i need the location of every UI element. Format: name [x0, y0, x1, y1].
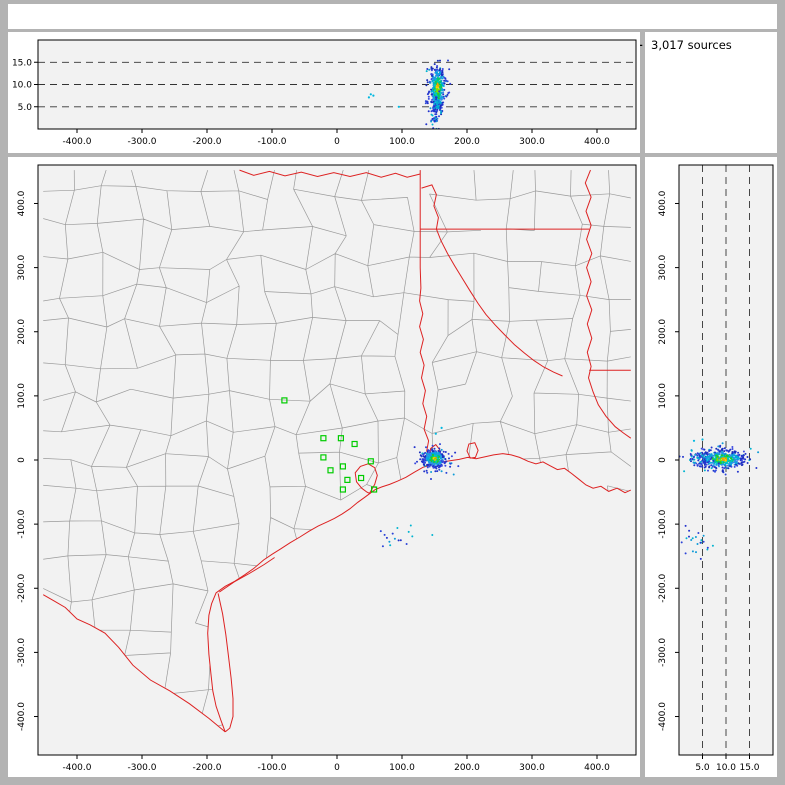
svg-text:300.0: 300.0 — [658, 254, 668, 280]
svg-text:-300.0: -300.0 — [17, 638, 27, 667]
ns-scatter — [679, 438, 760, 560]
svg-text:200.0: 200.0 — [454, 763, 480, 773]
svg-text:-100.0: -100.0 — [17, 509, 27, 538]
svg-text:-100.0: -100.0 — [257, 137, 286, 147]
title-bar: Houston Lightning Mapping Array 1000-110… — [8, 4, 777, 50]
ew-altitude-panel: -400.0 -300.0 -200.0 -100.0 0 100.0 200.0 300.0… — [8, 32, 640, 153]
svg-text:100.0: 100.0 — [658, 383, 668, 409]
svg-text:-200.0: -200.0 — [192, 763, 221, 773]
svg-text:400.0: 400.0 — [17, 190, 27, 216]
svg-text:10.0: 10.0 — [12, 81, 32, 91]
ew-altitude-plot: -400.0 -300.0 -200.0 -100.0 0 100.0 200.0 300.0… — [12, 39, 637, 147]
svg-text:200.0: 200.0 — [17, 319, 27, 345]
svg-text:-200.0: -200.0 — [17, 573, 27, 602]
svg-text:0: 0 — [17, 457, 27, 463]
svg-text:15.0: 15.0 — [12, 58, 32, 68]
svg-text:100.0: 100.0 — [389, 763, 415, 773]
svg-text:-200.0: -200.0 — [658, 573, 668, 602]
ns-altitude-plot: 5.0 10.0 15.0 400.0 300.0 200.0 100.0 0 -100.0 -2… — [658, 164, 774, 773]
svg-text:300.0: 300.0 — [519, 137, 545, 147]
svg-text:300.0: 300.0 — [17, 254, 27, 280]
ns-altitude-panel: 5.0 10.0 15.0 400.0 300.0 200.0 100.0 0 -100.0 -2… — [645, 157, 777, 777]
svg-text:400.0: 400.0 — [658, 190, 668, 216]
svg-text:-300.0: -300.0 — [127, 137, 156, 147]
plan-view-plot: -400.0 -300.0 -200.0 -100.0 0 100.0 200.0 300.0… — [17, 164, 637, 773]
svg-text:400.0: 400.0 — [584, 763, 610, 773]
map-scatter — [379, 426, 460, 548]
state-borders — [42, 169, 632, 733]
sources-count: 3,017 sources — [651, 38, 732, 52]
svg-text:-300.0: -300.0 — [127, 763, 156, 773]
svg-text:-400.0: -400.0 — [62, 763, 91, 773]
svg-text:0: 0 — [334, 763, 340, 773]
svg-text:0: 0 — [334, 137, 340, 147]
svg-text:300.0: 300.0 — [519, 763, 545, 773]
sources-panel: 3,017 sources — [645, 32, 777, 153]
svg-text:200.0: 200.0 — [658, 319, 668, 345]
svg-text:15.0: 15.0 — [739, 763, 759, 773]
svg-text:-100.0: -100.0 — [257, 763, 286, 773]
svg-text:-300.0: -300.0 — [658, 638, 668, 667]
svg-text:100.0: 100.0 — [389, 137, 415, 147]
map-panel: -400.0 -300.0 -200.0 -100.0 0 100.0 200.0 300.0… — [8, 157, 640, 777]
svg-text:10.0: 10.0 — [716, 763, 736, 773]
svg-text:-200.0: -200.0 — [192, 137, 221, 147]
svg-text:-400.0: -400.0 — [62, 137, 91, 147]
svg-text:0: 0 — [658, 457, 668, 463]
svg-text:100.0: 100.0 — [17, 383, 27, 409]
lma-stations — [281, 397, 378, 493]
svg-text:-100.0: -100.0 — [658, 509, 668, 538]
svg-text:5.0: 5.0 — [695, 763, 710, 773]
ew-scatter — [367, 59, 452, 129]
svg-text:5.0: 5.0 — [18, 103, 33, 113]
svg-text:200.0: 200.0 — [454, 137, 480, 147]
svg-text:-400.0: -400.0 — [17, 702, 27, 731]
svg-text:400.0: 400.0 — [584, 137, 610, 147]
svg-text:-400.0: -400.0 — [658, 702, 668, 731]
